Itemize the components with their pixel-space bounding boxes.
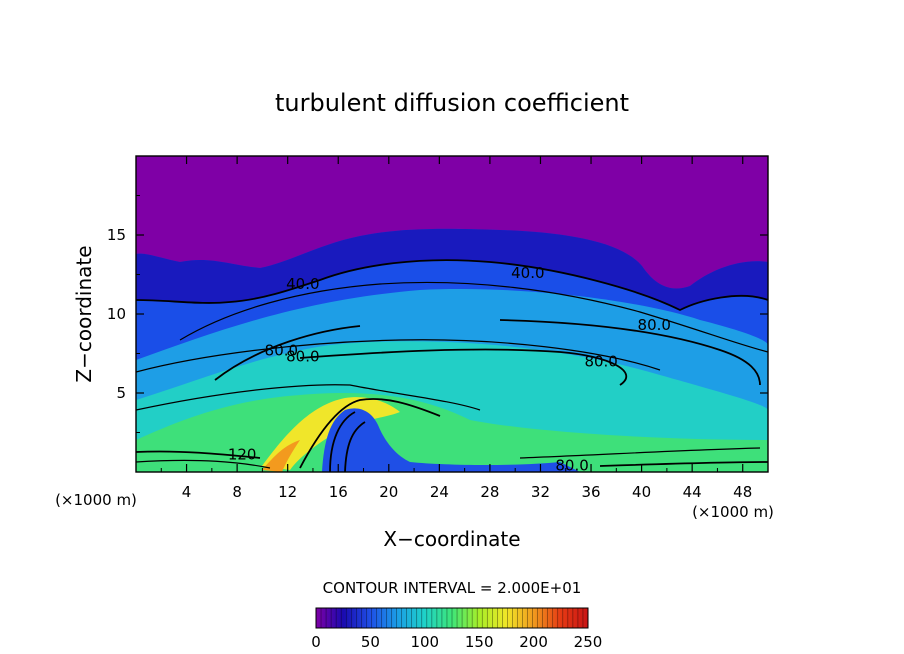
x-tick-label: 48 — [733, 483, 752, 501]
x-tick-label: 4 — [182, 483, 192, 501]
x-tick-label: 12 — [278, 483, 297, 501]
colorbar-tick-labels: 0 50 100 150 200 250 — [311, 633, 602, 651]
y-tick-label: 10 — [107, 305, 126, 323]
x-tick-label: 36 — [581, 483, 600, 501]
x-unit-left: (×1000 m) — [55, 491, 137, 509]
y-tick-label: 5 — [116, 384, 126, 402]
x-tick-label: 40 — [632, 483, 651, 501]
x-axis-label: X−coordinate — [383, 527, 520, 551]
x-unit-right: (×1000 m) — [692, 503, 774, 521]
colorbar: 0 50 100 150 200 250 — [311, 607, 602, 651]
field-lee-blue — [322, 408, 580, 472]
x-tick-label: 8 — [232, 483, 242, 501]
contour-label: 80.0 — [584, 352, 617, 370]
colorbar-stripes — [320, 608, 584, 628]
contour-label: 80.0 — [555, 457, 588, 475]
contour-lines — [136, 259, 768, 472]
contour-interval-note: CONTOUR INTERVAL = 2.000E+01 — [323, 579, 582, 597]
y-axis-label: Z−coordinate — [72, 245, 96, 382]
y-tick-label: 15 — [107, 226, 126, 244]
x-tick-label: 20 — [379, 483, 398, 501]
colorbar-tick-label: 0 — [311, 633, 321, 651]
x-tick-label: 28 — [480, 483, 499, 501]
field-navy-band — [136, 228, 768, 310]
contour-label: 80.0 — [638, 316, 671, 334]
contour-label: 120 — [228, 446, 257, 464]
x-tick-label: 24 — [430, 483, 449, 501]
contour-label: 40.0 — [286, 275, 319, 293]
colorbar-tick-label: 50 — [361, 633, 380, 651]
field-purple-top — [136, 156, 768, 289]
chart-title: turbulent diffusion coefficient — [275, 89, 629, 117]
x-axis-ticks: 4 8 12 16 20 24 28 32 36 40 44 48 — [160, 156, 752, 501]
x-tick-label: 32 — [531, 483, 550, 501]
colorbar-tick-label: 150 — [465, 633, 494, 651]
colorbar-tick-label: 250 — [574, 633, 603, 651]
x-tick-label: 44 — [683, 483, 702, 501]
colorbar-tick-label: 100 — [410, 633, 439, 651]
contour-label: 40.0 — [511, 264, 544, 282]
field-core-orange — [262, 440, 300, 472]
colorbar-frame — [315, 607, 589, 629]
contour-label: 80.0 — [286, 348, 319, 366]
contour-label: 80.0 — [265, 341, 298, 359]
colorbar-tick-label: 200 — [519, 633, 548, 651]
x-tick-label: 16 — [329, 483, 348, 501]
y-axis-ticks: 5 10 15 — [107, 195, 768, 433]
